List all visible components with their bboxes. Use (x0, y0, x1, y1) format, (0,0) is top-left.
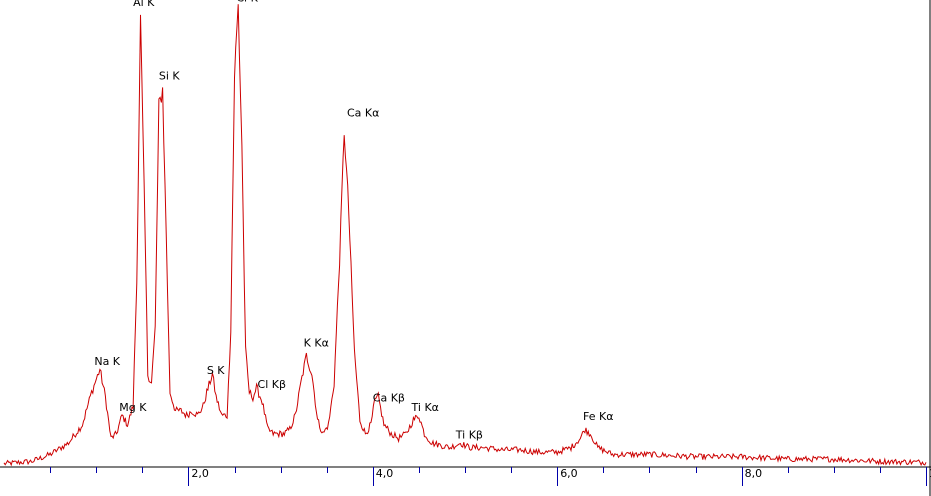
peak-label: Na K (94, 355, 120, 368)
peak-label: S K (207, 364, 225, 377)
x-tick-label: 10,0 (929, 467, 931, 480)
peak-labels: Na K Mg K Al K Si K S K Cl K Cl Kβ K Kα Ca Kα Ca … (94, 0, 613, 441)
peak-label: Mg K (119, 401, 147, 414)
peak-label: Al K (133, 0, 155, 9)
peak-label: Cl K (236, 0, 258, 4)
x-tick-label: 6,0 (560, 467, 578, 480)
x-tick-label: 8,0 (745, 467, 763, 480)
series-line (3, 4, 927, 467)
x-tick-label: 2,0 (191, 467, 209, 480)
peak-label: K Kα (304, 336, 329, 349)
spectrum-series (3, 4, 927, 467)
peak-label: Ca Kα (347, 106, 379, 119)
x-axis-ticks: 2,0 4,0 6,0 8,0 10,0 (50, 467, 931, 486)
peak-label: Ti Kα (411, 401, 439, 414)
peak-label: Cl Kβ (258, 378, 286, 391)
peak-label: Fe Kα (583, 410, 613, 423)
x-tick-label: 4,0 (376, 467, 394, 480)
peak-label: Si K (159, 70, 181, 83)
peak-label: Ti Kβ (455, 428, 483, 441)
peak-label: Ca Kβ (373, 392, 405, 405)
